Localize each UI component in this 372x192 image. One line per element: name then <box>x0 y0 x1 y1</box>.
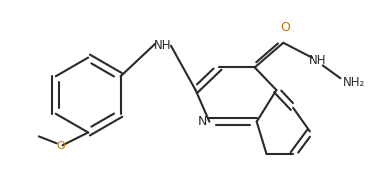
Text: NH: NH <box>309 54 327 67</box>
Text: NH₂: NH₂ <box>343 76 365 89</box>
Text: N: N <box>198 115 207 128</box>
Text: O: O <box>280 21 290 34</box>
Text: NH: NH <box>154 39 172 52</box>
Text: O: O <box>56 141 65 151</box>
